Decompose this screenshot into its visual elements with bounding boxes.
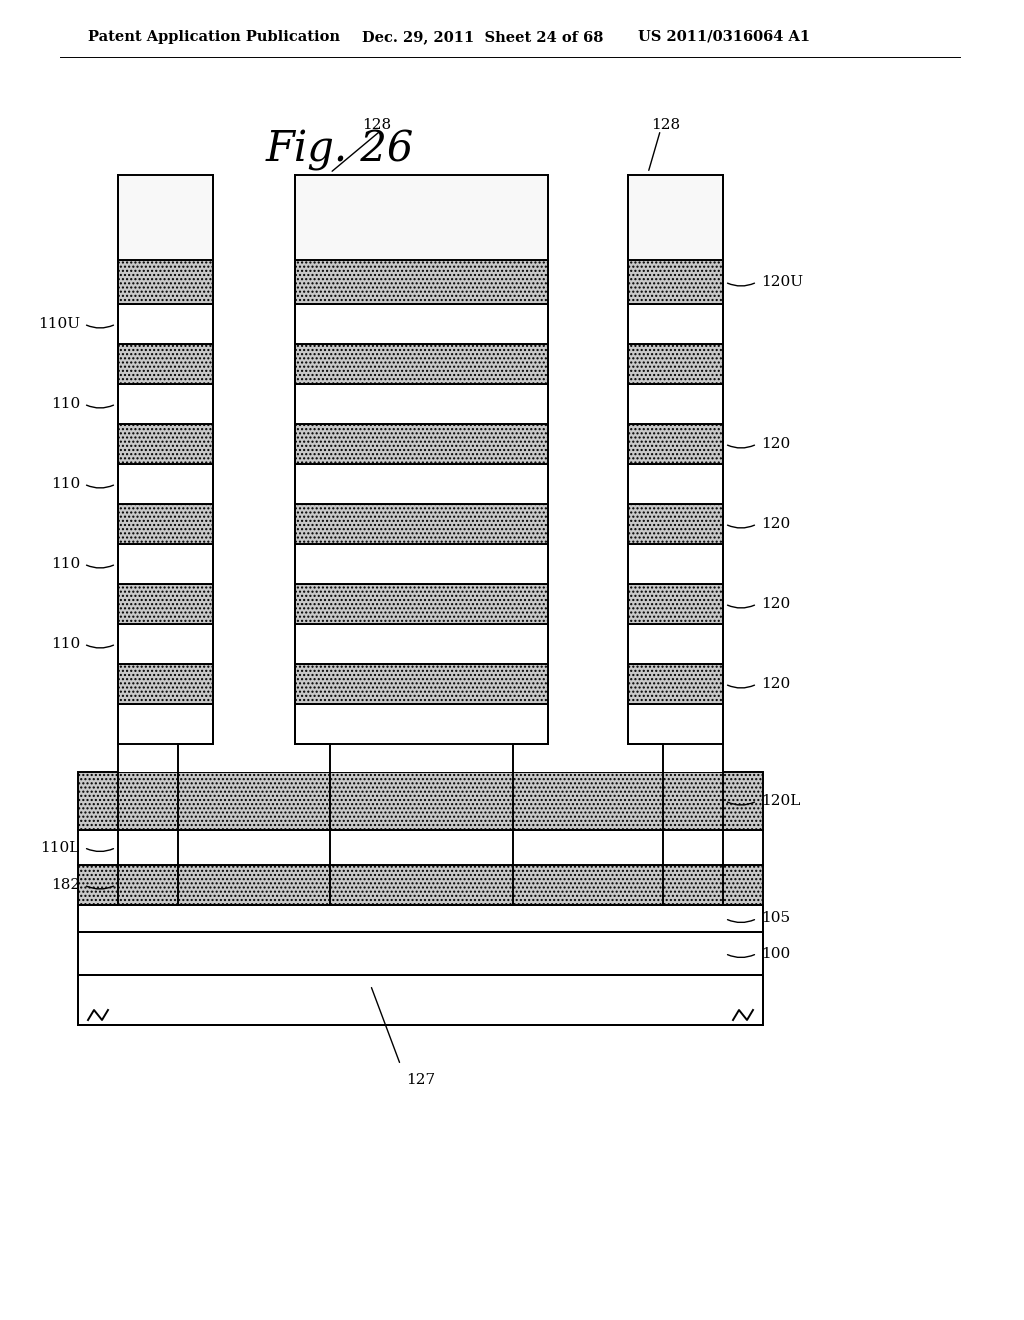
Text: 110: 110 [51, 477, 80, 491]
Text: 120: 120 [761, 437, 791, 451]
Bar [78, 906, 763, 932]
Text: 120: 120 [761, 517, 791, 531]
Bar [295, 504, 548, 544]
Bar [178, 744, 330, 772]
Bar [118, 384, 213, 424]
Bar [628, 260, 723, 304]
Bar [118, 664, 213, 704]
Bar [118, 744, 178, 772]
Text: 105: 105 [761, 912, 791, 925]
Bar [628, 624, 723, 664]
Bar [295, 544, 548, 583]
Bar [118, 504, 213, 544]
Bar [118, 583, 213, 624]
Bar [628, 704, 723, 744]
Bar [295, 304, 548, 345]
Bar [628, 664, 723, 704]
Bar [628, 176, 723, 260]
Bar [78, 830, 763, 865]
Text: 128: 128 [361, 117, 391, 132]
Text: 120U: 120U [761, 275, 803, 289]
Bar [628, 384, 723, 424]
Bar [78, 932, 763, 975]
Text: 182: 182 [51, 878, 80, 892]
Bar [628, 504, 723, 544]
Bar [295, 664, 548, 704]
Bar [330, 744, 513, 772]
Bar [295, 260, 548, 304]
Bar [78, 865, 763, 906]
Text: 110: 110 [51, 638, 80, 651]
Bar [628, 583, 723, 624]
Text: Fig. 26: Fig. 26 [266, 129, 414, 172]
Text: 120L: 120L [761, 795, 801, 808]
Bar [295, 624, 548, 664]
Text: 110: 110 [51, 397, 80, 411]
Bar [628, 345, 723, 384]
Bar [295, 583, 548, 624]
Text: 120: 120 [761, 597, 791, 611]
Text: 110: 110 [51, 557, 80, 572]
Bar [118, 624, 213, 664]
Bar [295, 465, 548, 504]
Bar [118, 304, 213, 345]
Text: Dec. 29, 2011  Sheet 24 of 68: Dec. 29, 2011 Sheet 24 of 68 [362, 30, 603, 44]
Bar [118, 465, 213, 504]
Bar [663, 744, 723, 772]
Text: 110U: 110U [38, 317, 80, 331]
Bar [78, 975, 763, 1026]
Bar [295, 345, 548, 384]
Text: Patent Application Publication: Patent Application Publication [88, 30, 340, 44]
Text: 100: 100 [761, 946, 791, 961]
Bar [118, 424, 213, 465]
Bar [295, 176, 548, 260]
Bar [513, 744, 663, 772]
Bar [118, 345, 213, 384]
Text: 127: 127 [406, 1073, 435, 1086]
Bar [78, 772, 763, 830]
Bar [628, 465, 723, 504]
Bar [118, 704, 213, 744]
Bar [295, 424, 548, 465]
Bar [295, 384, 548, 424]
Text: 128: 128 [651, 117, 680, 132]
Text: US 2011/0316064 A1: US 2011/0316064 A1 [638, 30, 810, 44]
Bar [295, 704, 548, 744]
Bar [628, 544, 723, 583]
Bar [118, 176, 213, 260]
Bar [628, 424, 723, 465]
Bar [118, 544, 213, 583]
Bar [628, 304, 723, 345]
Text: 110L: 110L [41, 841, 80, 854]
Bar [118, 260, 213, 304]
Text: 120: 120 [761, 677, 791, 690]
